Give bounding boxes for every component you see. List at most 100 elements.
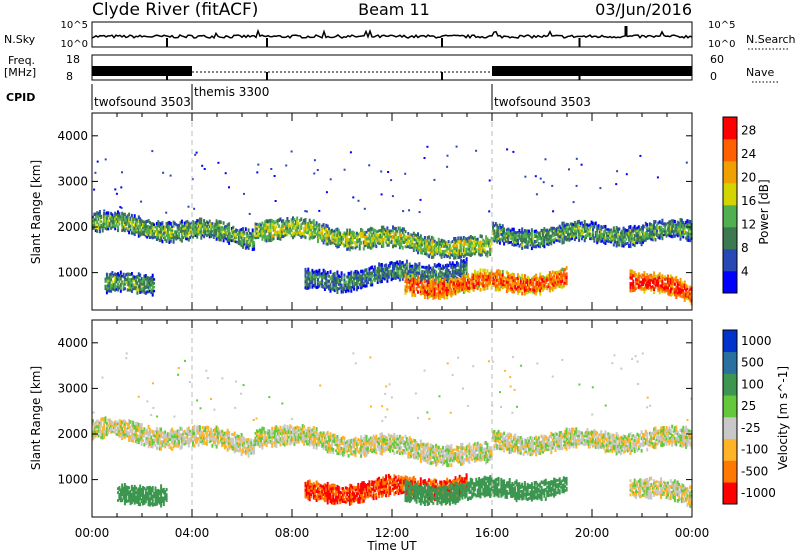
echo-cell — [158, 230, 161, 234]
echo-cell — [169, 233, 172, 237]
echo-cell — [535, 234, 538, 238]
echo-cell — [453, 276, 456, 280]
echo-cell — [658, 278, 661, 283]
echo-cell — [519, 279, 522, 282]
echo-cell — [362, 277, 365, 281]
echo-cell — [292, 232, 294, 236]
echo-cell — [454, 255, 457, 260]
echo-cell — [92, 215, 94, 219]
echo-cell — [203, 434, 206, 438]
echo-cell — [460, 273, 463, 277]
echo-cell — [437, 278, 440, 282]
echo-cell — [619, 240, 622, 243]
echo-cell — [158, 433, 161, 438]
echo-cell — [429, 252, 432, 256]
echo-cell — [685, 290, 688, 294]
echo-cell — [323, 276, 326, 280]
echo-cell — [385, 231, 388, 235]
echo-cell — [569, 222, 572, 226]
echo-cell — [675, 292, 678, 296]
echo-cell — [322, 268, 325, 273]
echo-cell — [373, 268, 376, 272]
echo-cell — [373, 273, 376, 277]
echo-cell — [510, 235, 513, 238]
echo-cell — [514, 233, 517, 237]
echo-cell — [565, 222, 568, 226]
echo-cell — [312, 235, 315, 239]
echo-cell — [458, 287, 461, 291]
echo-cell — [110, 424, 113, 428]
echo-cell — [497, 284, 500, 289]
echo-cell — [214, 228, 217, 231]
echo-cell — [603, 230, 606, 234]
echo-cell — [164, 440, 167, 444]
echo-cell — [308, 233, 311, 238]
echo-cell — [530, 283, 533, 287]
echo-cell — [93, 188, 96, 191]
echo-cell — [108, 224, 111, 228]
echo-cell — [175, 444, 178, 448]
echo-cell — [530, 289, 533, 293]
echo-cell — [657, 276, 660, 280]
echo-cell — [362, 272, 365, 276]
echo-cell — [587, 234, 590, 237]
echo-cell — [629, 231, 632, 236]
echo-cell — [139, 284, 142, 289]
echo-cell — [175, 437, 178, 441]
echo-cell — [644, 285, 647, 289]
echo-cell — [346, 283, 349, 287]
echo-cell — [192, 443, 194, 447]
echo-cell — [436, 283, 439, 286]
echo-cell — [651, 285, 654, 288]
echo-cell — [94, 421, 97, 425]
echo-cell — [133, 226, 136, 230]
echo-cell — [328, 287, 331, 291]
echo-cell — [300, 235, 303, 239]
echo-cell — [93, 226, 96, 230]
echo-cell — [161, 442, 164, 445]
echo-cell — [167, 434, 169, 437]
echo-cell — [185, 441, 188, 445]
echo-cell — [507, 283, 510, 287]
echo-cell — [450, 249, 453, 252]
echo-cell — [437, 243, 440, 248]
echo-cell — [93, 435, 96, 439]
echo-cell — [125, 428, 128, 432]
echo-cell — [437, 262, 440, 267]
echo-cell — [423, 238, 426, 242]
echo-cell — [451, 249, 454, 253]
echo-cell — [403, 273, 406, 276]
echo-cell — [508, 237, 511, 240]
echo-cell — [586, 227, 589, 231]
echo-cell — [518, 228, 521, 233]
echo-cell — [526, 280, 529, 284]
echo-cell — [325, 235, 328, 240]
echo-cell — [639, 238, 642, 242]
echo-cell — [458, 266, 461, 270]
echo-cell — [640, 285, 643, 289]
echo-cell — [667, 277, 669, 281]
echo-cell — [689, 299, 692, 303]
echo-cell — [169, 431, 172, 436]
echo-cell — [387, 272, 390, 275]
echo-cell — [322, 223, 325, 227]
echo-cell — [153, 233, 156, 237]
echo-cell — [658, 233, 661, 237]
echo-cell — [601, 232, 604, 236]
echo-cell — [453, 249, 456, 254]
echo-cell — [362, 284, 365, 287]
echo-cell — [186, 435, 189, 439]
echo-cell — [404, 172, 407, 175]
echo-cell — [342, 286, 344, 291]
echo-cell — [103, 426, 106, 430]
echo-cell — [200, 226, 203, 231]
echo-cell — [182, 432, 185, 436]
echo-cell — [186, 222, 189, 227]
echo-cell — [453, 272, 456, 275]
echo-cell — [505, 283, 508, 287]
echo-cell — [514, 286, 517, 290]
echo-cell — [305, 223, 308, 227]
echo-cell — [561, 285, 564, 289]
echo-cell — [362, 234, 365, 238]
echo-cell — [646, 280, 649, 284]
